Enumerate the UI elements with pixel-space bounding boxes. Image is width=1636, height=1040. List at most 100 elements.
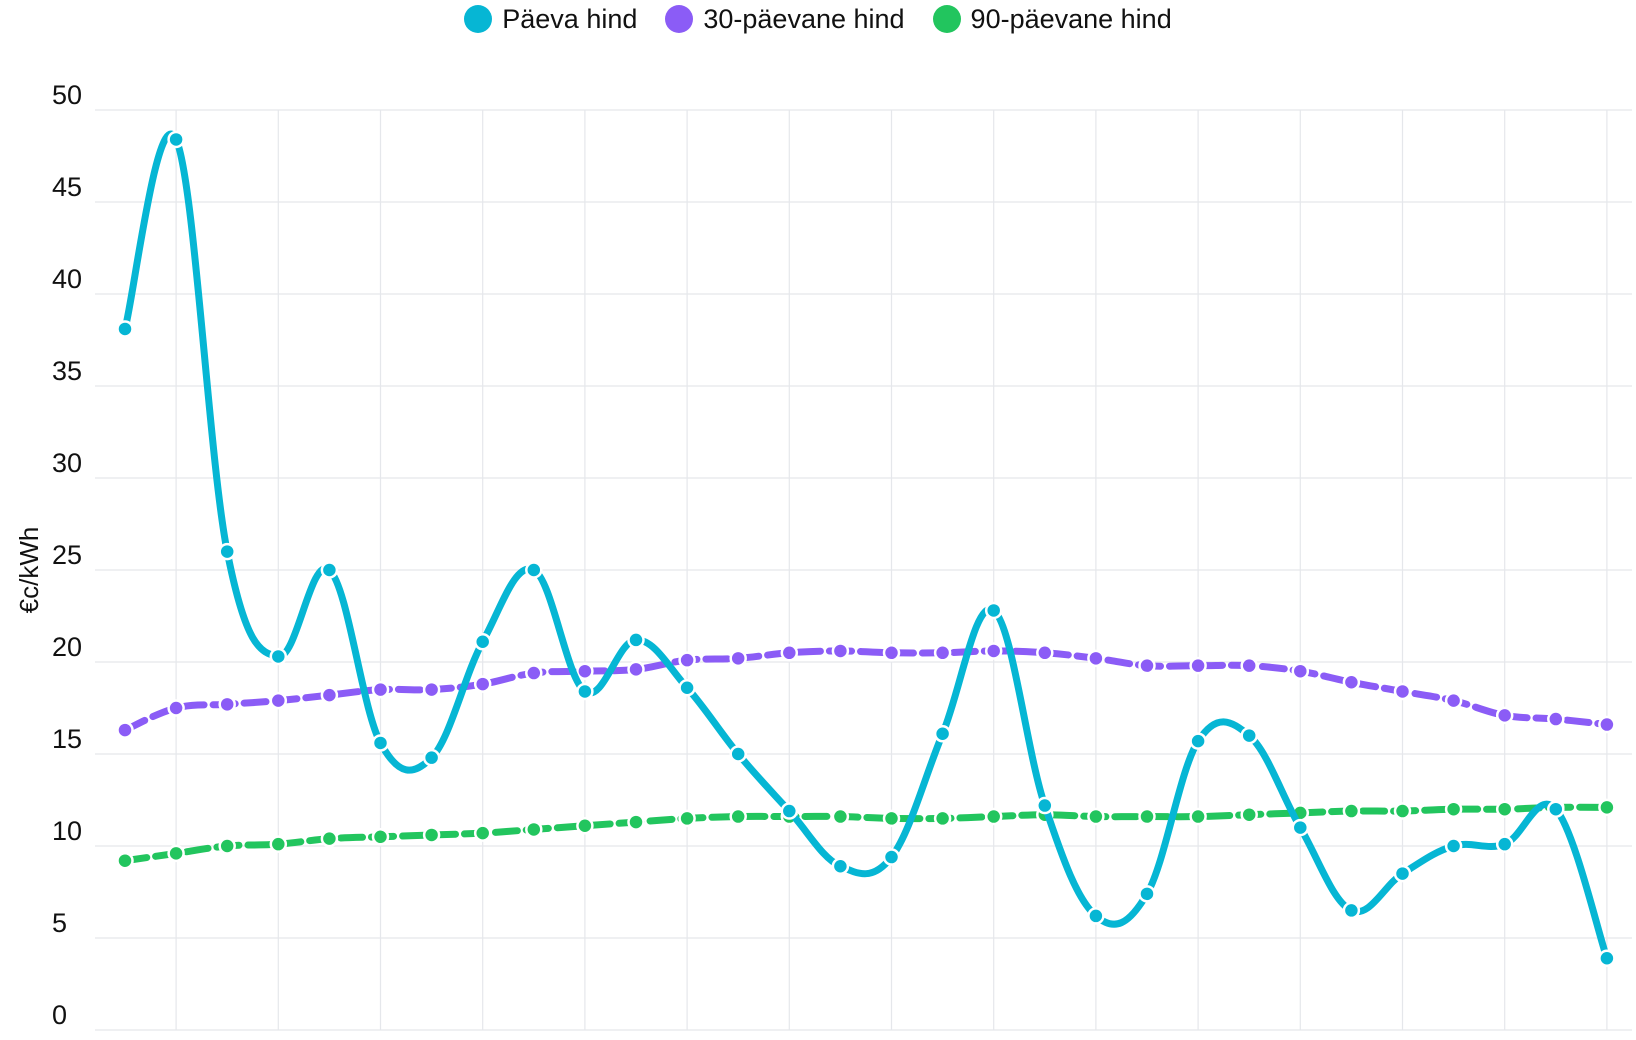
series-2 — [116, 642, 1616, 739]
data-point — [525, 561, 543, 579]
data-point — [1240, 656, 1258, 675]
data-point — [167, 130, 185, 149]
data-point — [1495, 706, 1514, 725]
legend-swatch — [665, 5, 694, 33]
data-point — [678, 679, 696, 697]
y-tick-label: 10 — [52, 816, 82, 846]
data-point — [371, 734, 390, 752]
data-point — [984, 642, 1003, 660]
data-point — [1189, 807, 1207, 826]
y-axis-label: €c/kWh — [14, 527, 44, 614]
data-point — [1495, 800, 1514, 818]
data-point — [627, 813, 645, 831]
data-point — [1291, 662, 1310, 680]
legend-swatch — [932, 5, 961, 33]
data-point — [167, 844, 185, 863]
data-point — [422, 826, 441, 844]
data-point — [576, 662, 594, 680]
data-point — [984, 807, 1003, 826]
data-point — [1036, 796, 1054, 815]
data-point — [780, 802, 799, 820]
data-point — [1547, 710, 1565, 728]
data-point — [167, 699, 185, 717]
legend-swatch — [464, 5, 493, 33]
data-point — [627, 660, 645, 679]
data-point — [1036, 644, 1054, 662]
data-point — [1291, 818, 1310, 837]
data-point — [1138, 656, 1156, 675]
data-point — [882, 809, 901, 828]
data-point — [882, 848, 901, 866]
data-point — [1342, 802, 1361, 820]
data-point — [1598, 949, 1616, 967]
y-tick-label: 35 — [52, 356, 82, 386]
data-point — [1087, 807, 1105, 826]
data-point — [1240, 805, 1258, 824]
data-point — [576, 682, 594, 701]
data-point — [116, 320, 134, 338]
data-point — [1189, 732, 1207, 750]
data-point — [1547, 800, 1565, 818]
y-tick-label: 20 — [52, 632, 82, 662]
data-point — [933, 809, 952, 828]
data-point — [1342, 901, 1361, 920]
chart-legend: Päeva hind 30-päevane hind 90-päevane hind — [0, 0, 1636, 38]
data-point — [218, 695, 236, 714]
legend-item[interactable]: 30-päevane hind — [665, 3, 905, 35]
legend-item[interactable]: 90-päevane hind — [932, 3, 1172, 35]
data-point — [1240, 726, 1258, 745]
data-point — [473, 675, 492, 693]
data-point — [1495, 835, 1514, 853]
series-1 — [116, 130, 1616, 967]
data-point — [729, 807, 747, 826]
data-point — [1189, 656, 1207, 675]
series-line — [121, 803, 1611, 865]
data-point — [678, 651, 696, 669]
y-tick-label: 30 — [52, 448, 82, 478]
data-point — [525, 664, 543, 682]
data-point — [422, 748, 441, 767]
data-point — [933, 725, 952, 743]
data-point — [1087, 907, 1105, 925]
data-point — [269, 835, 288, 853]
y-tick-label: 45 — [52, 172, 82, 202]
series-line — [121, 647, 1611, 734]
y-tick-label: 15 — [52, 724, 82, 754]
legend-item[interactable]: Päeva hind — [464, 4, 637, 35]
data-point — [933, 644, 952, 662]
data-point — [269, 691, 288, 710]
data-point — [116, 851, 134, 870]
data-point — [678, 809, 696, 828]
data-point — [729, 745, 747, 763]
data-point — [984, 601, 1003, 620]
data-point — [525, 820, 543, 839]
data-point — [1342, 673, 1361, 691]
series-line — [121, 130, 1611, 962]
data-point — [116, 721, 134, 739]
data-point — [320, 829, 339, 848]
data-point — [1444, 837, 1463, 855]
data-point — [1444, 800, 1463, 818]
data-point — [1598, 715, 1616, 734]
data-point — [473, 824, 492, 842]
data-point — [218, 542, 236, 561]
data-point — [422, 680, 441, 699]
y-tick-label: 5 — [52, 908, 67, 938]
data-point — [473, 633, 492, 651]
data-point — [218, 837, 236, 855]
legend-label: 30-päevane hind — [703, 3, 905, 34]
data-point — [576, 817, 594, 835]
data-point — [320, 561, 339, 579]
data-point — [371, 828, 390, 846]
data-point — [780, 644, 799, 662]
data-point — [627, 631, 645, 649]
data-point — [729, 649, 747, 668]
data-point — [882, 644, 901, 662]
data-point — [831, 857, 850, 875]
data-point — [371, 680, 390, 699]
data-point — [269, 647, 288, 666]
data-point — [1393, 864, 1412, 883]
data-point — [1393, 802, 1412, 820]
legend-label: 90-päevane hind — [970, 3, 1172, 34]
